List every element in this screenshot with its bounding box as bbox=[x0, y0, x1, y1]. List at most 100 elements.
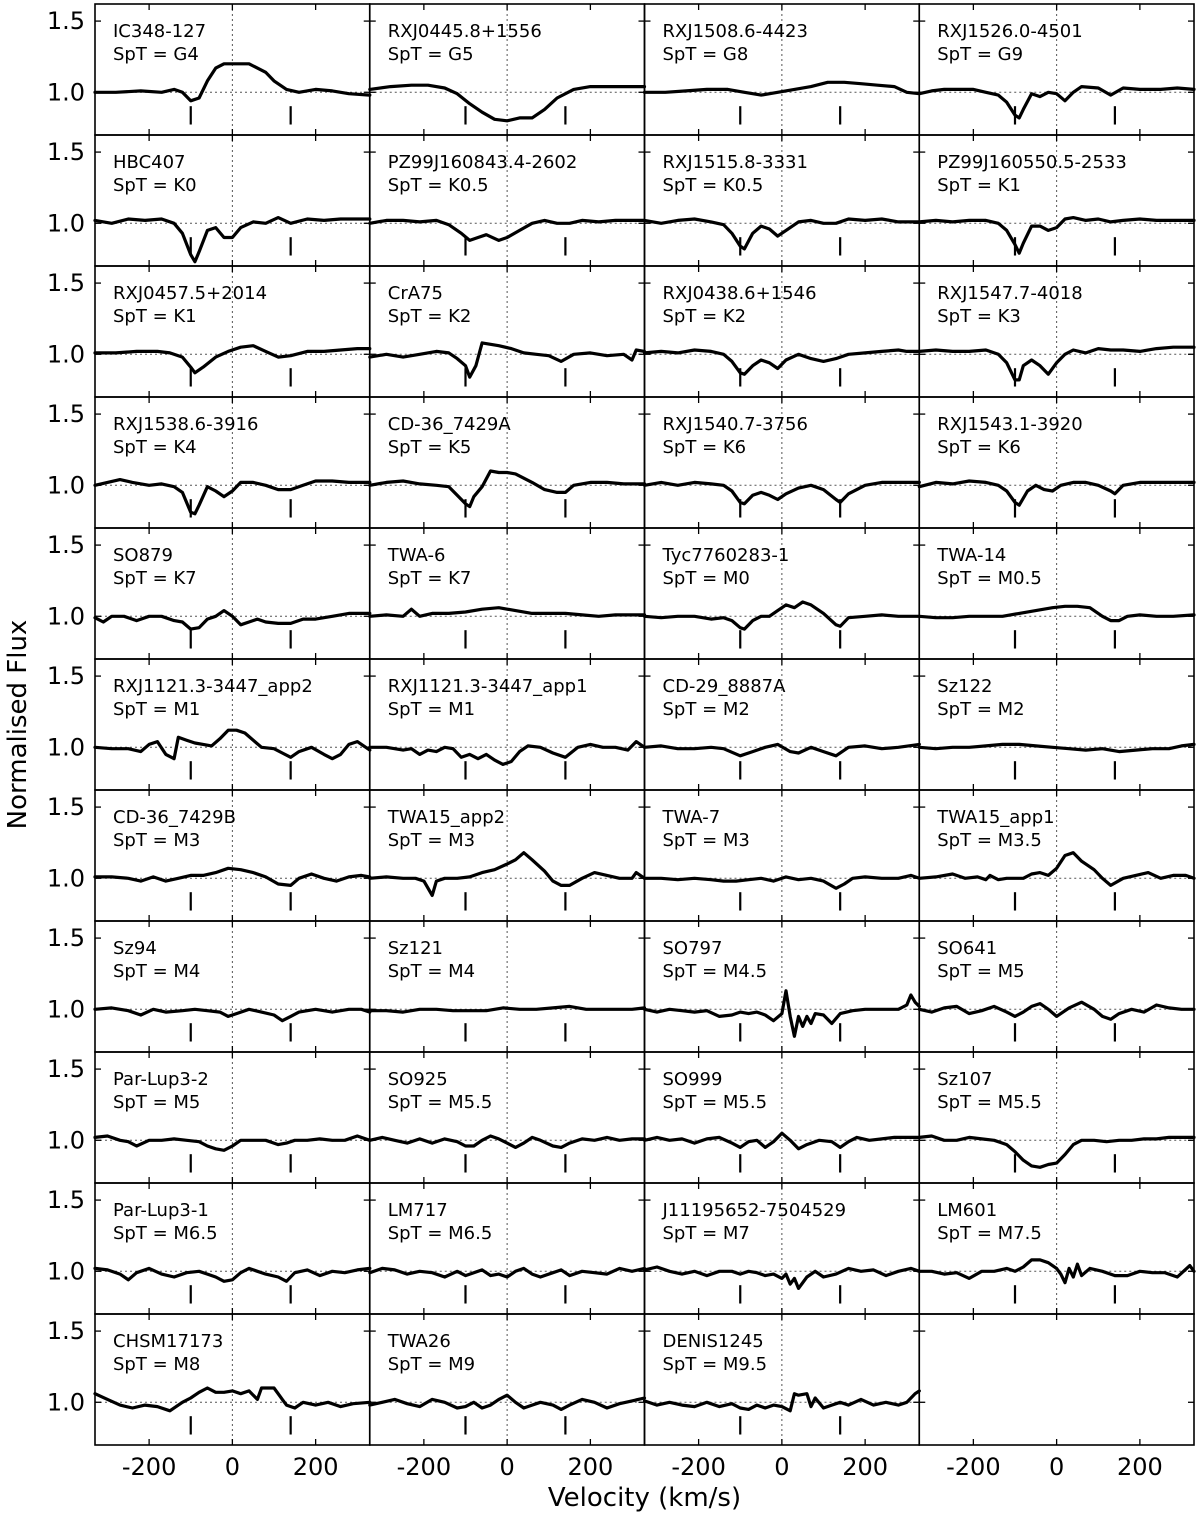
flux-series-line bbox=[368, 1266, 647, 1279]
panel-star-name: Sz121 bbox=[388, 938, 443, 959]
flux-series-line bbox=[642, 348, 921, 376]
panel-spectral-type: SpT = K0.5 bbox=[663, 175, 764, 196]
y-tick-label: 1.0 bbox=[47, 340, 85, 368]
flux-series-line bbox=[368, 1393, 647, 1412]
flux-series-line bbox=[917, 479, 1196, 507]
flux-series-line bbox=[93, 1006, 372, 1023]
y-tick-label: 1.5 bbox=[47, 662, 85, 690]
panel-star-name: TWA15_app2 bbox=[387, 807, 505, 828]
panel-spectral-type: SpT = M5 bbox=[113, 1092, 200, 1113]
y-tick-label: 1.5 bbox=[47, 531, 85, 559]
panel-spectral-type: SpT = M5.5 bbox=[388, 1092, 493, 1113]
flux-series-line bbox=[368, 341, 647, 379]
panel-star-name: TWA15_app1 bbox=[936, 807, 1054, 828]
flux-series-line bbox=[642, 989, 921, 1038]
panel-spectral-type: SpT = K0 bbox=[113, 175, 197, 196]
panel-star-name: CD-36_7429B bbox=[113, 807, 236, 828]
panel-spectral-type: SpT = M1 bbox=[388, 699, 475, 720]
panel-star-name: RXJ1515.8-3331 bbox=[663, 152, 808, 173]
panel-spectral-type: SpT = G9 bbox=[937, 44, 1023, 65]
panel-spectral-type: SpT = M6.5 bbox=[388, 1223, 493, 1244]
y-tick-label: 1.0 bbox=[47, 1126, 85, 1154]
panel-spectral-type: SpT = M4 bbox=[388, 961, 475, 982]
panel-star-name: RXJ1540.7-3756 bbox=[663, 414, 808, 435]
panel-spectral-type: SpT = M5 bbox=[937, 961, 1024, 982]
flux-series-line bbox=[917, 851, 1196, 888]
panel-spectral-type: SpT = G4 bbox=[113, 44, 199, 65]
panel-spectral-type: SpT = G5 bbox=[388, 44, 474, 65]
flux-series-line bbox=[917, 345, 1196, 382]
panel-star-name: SO641 bbox=[937, 938, 997, 959]
panel-spectral-type: SpT = M3 bbox=[663, 830, 750, 851]
panel-star-name: RXJ0445.8+1556 bbox=[388, 21, 542, 42]
x-tick-label: -200 bbox=[671, 1453, 725, 1481]
x-tick-label: 0 bbox=[499, 1453, 514, 1481]
y-tick-label: 1.0 bbox=[47, 1388, 85, 1416]
panel-star-name: RXJ1538.6-3916 bbox=[113, 414, 258, 435]
panel-spectral-type: SpT = M5.5 bbox=[937, 1092, 1042, 1113]
y-tick-label: 1.5 bbox=[47, 269, 85, 297]
flux-series-line bbox=[368, 218, 647, 242]
panel-spectral-type: SpT = M2 bbox=[663, 699, 750, 720]
y-tick-label: 1.5 bbox=[47, 1317, 85, 1345]
panel-spectral-type: SpT = K0.5 bbox=[388, 175, 489, 196]
x-tick-label: 200 bbox=[567, 1453, 613, 1481]
x-tick-label: -200 bbox=[946, 1453, 1000, 1481]
flux-series-line bbox=[93, 1266, 372, 1283]
y-tick-label: 1.5 bbox=[47, 1186, 85, 1214]
panel-spectral-type: SpT = K2 bbox=[663, 306, 747, 327]
panel-star-name: CHSM17173 bbox=[113, 1331, 223, 1352]
panel-spectral-type: SpT = K7 bbox=[388, 568, 472, 589]
panel-star-name: PZ99J160843.4-2602 bbox=[388, 152, 578, 173]
panel-spectral-type: SpT = M4 bbox=[113, 961, 200, 982]
panel-spectral-type: SpT = K4 bbox=[113, 437, 197, 458]
panel-star-name: CrA75 bbox=[388, 283, 443, 304]
panel-spectral-type: SpT = M9.5 bbox=[663, 1354, 768, 1375]
panel-star-name: PZ99J160550.5-2533 bbox=[937, 152, 1127, 173]
x-axis-title: Velocity (km/s) bbox=[548, 1483, 741, 1513]
panel-spectral-type: SpT = M5.5 bbox=[663, 1092, 768, 1113]
y-tick-label: 1.0 bbox=[47, 864, 85, 892]
flux-series-line bbox=[93, 62, 372, 103]
panel-star-name: LM601 bbox=[937, 1200, 997, 1221]
panel-spectral-type: SpT = K5 bbox=[388, 437, 472, 458]
x-tick-label: 200 bbox=[842, 1453, 888, 1481]
panel-star-name: RXJ1526.0-4501 bbox=[937, 21, 1082, 42]
panel-star-name: Sz94 bbox=[113, 938, 157, 959]
panel-spectral-type: SpT = M8 bbox=[113, 1354, 200, 1375]
panel-spectral-type: SpT = M3.5 bbox=[937, 830, 1042, 851]
panel-star-name: Sz122 bbox=[937, 676, 992, 697]
panel-star-name: TWA-7 bbox=[662, 807, 721, 828]
flux-series-line bbox=[368, 469, 647, 509]
panel-star-name: SO797 bbox=[663, 938, 723, 959]
panel-spectral-type: SpT = M4.5 bbox=[663, 961, 768, 982]
y-tick-label: 1.0 bbox=[47, 471, 85, 499]
panel-star-name: SO999 bbox=[663, 1069, 723, 1090]
panel-star-name: LM717 bbox=[388, 1200, 448, 1221]
flux-series-line bbox=[917, 1258, 1196, 1285]
flux-series-line bbox=[368, 1134, 647, 1150]
panel-spectral-type: SpT = K6 bbox=[663, 437, 747, 458]
panel-spectral-type: SpT = K6 bbox=[937, 437, 1021, 458]
y-tick-label: 1.0 bbox=[47, 733, 85, 761]
flux-series-line bbox=[917, 216, 1196, 255]
